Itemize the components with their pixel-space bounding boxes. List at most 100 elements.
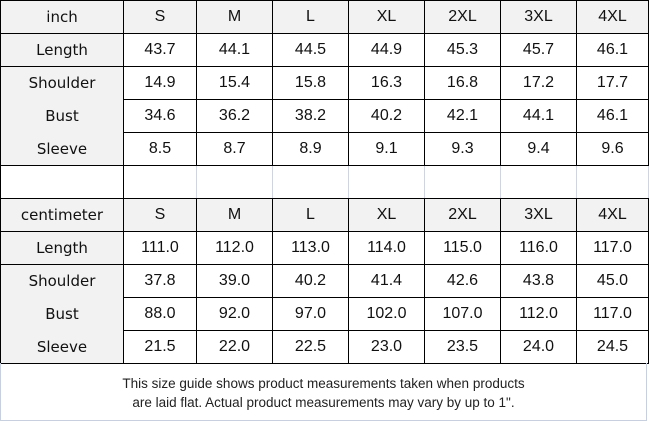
measurement-value: 41.4 (348, 264, 425, 298)
measurement-value: 37.8 (123, 264, 197, 298)
measurement-value: 42.6 (424, 264, 501, 298)
unit-label: inch (0, 0, 124, 34)
measurement-value: 22.5 (272, 330, 349, 364)
measurement-label: Length (0, 231, 124, 265)
measurement-value: 40.2 (348, 99, 425, 133)
header-row: inch S M L XL 2XL 3XL 4XL (0, 0, 649, 34)
measurement-value: 43.8 (500, 264, 577, 298)
measurement-value: 17.2 (500, 66, 577, 100)
measurement-label: Sleeve (0, 132, 124, 166)
measurement-value: 46.1 (576, 99, 649, 133)
measurement-value: 36.2 (196, 99, 273, 133)
empty-cell (424, 165, 501, 199)
measurement-value: 34.6 (123, 99, 197, 133)
measurement-value: 45.7 (500, 33, 577, 67)
size-header: 4XL (576, 198, 649, 232)
size-header: S (123, 198, 197, 232)
measurement-value: 9.3 (424, 132, 501, 166)
measurement-value: 24.5 (576, 330, 649, 364)
size-header: L (272, 0, 349, 34)
measurement-value: 97.0 (272, 297, 349, 331)
measurement-row: Length 43.7 44.1 44.5 44.9 45.3 45.7 46.1 (0, 33, 649, 67)
empty-cell (348, 165, 425, 199)
empty-cell (196, 165, 273, 199)
size-guide-note: This size guide shows product measuremen… (0, 363, 647, 421)
measurement-value: 8.9 (272, 132, 349, 166)
measurement-value: 113.0 (272, 231, 349, 265)
measurement-value: 44.1 (500, 99, 577, 133)
measurement-value: 24.0 (500, 330, 577, 364)
note-line-2: are laid flat. Actual product measuremen… (132, 395, 515, 410)
size-header: 2XL (424, 198, 501, 232)
measurement-label: Shoulder (0, 264, 124, 298)
measurement-value: 15.8 (272, 66, 349, 100)
size-header: XL (348, 198, 425, 232)
measurement-value: 45.0 (576, 264, 649, 298)
empty-cell (500, 165, 577, 199)
measurement-label: Bust (0, 297, 124, 331)
size-header: M (196, 0, 273, 34)
measurement-value: 117.0 (576, 297, 649, 331)
measurement-value: 16.8 (424, 66, 501, 100)
measurement-value: 40.2 (272, 264, 349, 298)
header-row: centimeter S M L XL 2XL 3XL 4XL (0, 198, 649, 232)
measurement-value: 39.0 (196, 264, 273, 298)
measurement-value: 112.0 (196, 231, 273, 265)
measurement-value: 21.5 (123, 330, 197, 364)
measurement-value: 112.0 (500, 297, 577, 331)
measurement-label: Bust (0, 99, 124, 133)
empty-cell (123, 165, 197, 199)
measurement-row: Length 111.0 112.0 113.0 114.0 115.0 116.0 117.… (0, 231, 649, 265)
size-header: 2XL (424, 0, 501, 34)
measurement-value: 114.0 (348, 231, 425, 265)
measurement-value: 9.1 (348, 132, 425, 166)
measurement-value: 14.9 (123, 66, 197, 100)
measurement-value: 8.5 (123, 132, 197, 166)
measurement-value: 9.4 (500, 132, 577, 166)
empty-cell (0, 165, 124, 199)
measurement-value: 43.7 (123, 33, 197, 67)
measurement-value: 8.7 (196, 132, 273, 166)
measurement-value: 102.0 (348, 297, 425, 331)
measurement-value: 44.9 (348, 33, 425, 67)
measurement-value: 92.0 (196, 297, 273, 331)
measurement-label: Length (0, 33, 124, 67)
measurement-label: Shoulder (0, 66, 124, 100)
measurement-value: 16.3 (348, 66, 425, 100)
measurement-value: 23.5 (424, 330, 501, 364)
unit-label: centimeter (0, 198, 124, 232)
measurement-value: 116.0 (500, 231, 577, 265)
size-header: 3XL (500, 198, 577, 232)
measurement-value: 9.6 (576, 132, 649, 166)
note-line-1: This size guide shows product measuremen… (122, 376, 525, 391)
measurement-value: 117.0 (576, 231, 649, 265)
spacer-row (0, 165, 649, 199)
measurement-value: 111.0 (123, 231, 197, 265)
measurement-value: 46.1 (576, 33, 649, 67)
measurement-value: 42.1 (424, 99, 501, 133)
measurement-value: 23.0 (348, 330, 425, 364)
measurement-row: Shoulder 14.9 15.4 15.8 16.3 16.8 17.2 17.7 (0, 66, 649, 100)
measurement-row: Shoulder 37.8 39.0 40.2 41.4 42.6 43.8 45.0 (0, 264, 649, 298)
size-header: XL (348, 0, 425, 34)
measurement-value: 44.5 (272, 33, 349, 67)
measurement-value: 22.0 (196, 330, 273, 364)
empty-cell (272, 165, 349, 199)
measurement-row: Sleeve 8.5 8.7 8.9 9.1 9.3 9.4 9.6 (0, 132, 649, 166)
measurement-label: Sleeve (0, 330, 124, 364)
measurement-value: 88.0 (123, 297, 197, 331)
size-table: inch S M L XL 2XL 3XL 4XL Length 43.7 44.1 44.5 44.9… (0, 0, 649, 364)
measurement-value: 115.0 (424, 231, 501, 265)
measurement-value: 44.1 (196, 33, 273, 67)
measurement-value: 45.3 (424, 33, 501, 67)
size-header: S (123, 0, 197, 34)
measurement-value: 107.0 (424, 297, 501, 331)
size-header: 4XL (576, 0, 649, 34)
measurement-row: Sleeve 21.5 22.0 22.5 23.0 23.5 24.0 24.5 (0, 330, 649, 364)
measurement-row: Bust 88.0 92.0 97.0 102.0 107.0 112.0 117.0 (0, 297, 649, 331)
measurement-value: 17.7 (576, 66, 649, 100)
measurement-value: 38.2 (272, 99, 349, 133)
size-header: L (272, 198, 349, 232)
size-header: M (196, 198, 273, 232)
